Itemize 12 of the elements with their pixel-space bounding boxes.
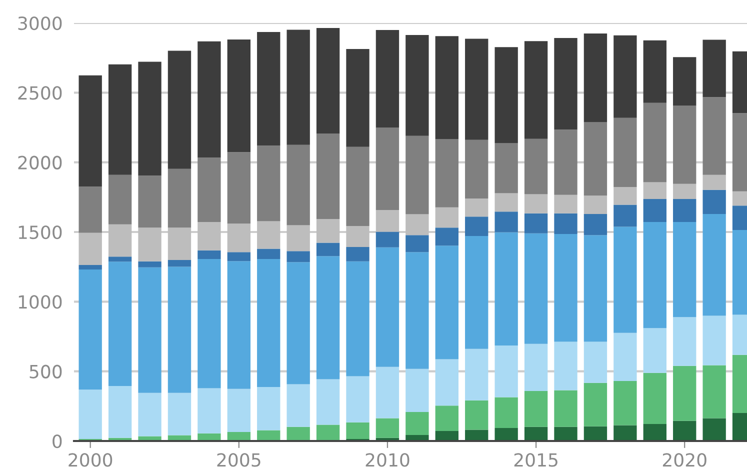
x-tick-label: 2010 [366,453,410,467]
y-tick-label: 500 [30,364,62,378]
y-tick-label: 1000 [18,295,62,309]
y-tick-label: 3000 [18,16,62,30]
x-tick-label: 2000 [68,453,112,467]
y-tick-label: 1500 [18,225,62,240]
y-tick-label: 0 [52,434,62,448]
x-tick-label: 2005 [217,453,260,467]
x-tick-label: 2015 [514,453,558,467]
y-tick-label: 2000 [18,156,62,170]
x-tick-label: 2020 [662,453,706,467]
y-tick-label: 2500 [18,86,62,100]
